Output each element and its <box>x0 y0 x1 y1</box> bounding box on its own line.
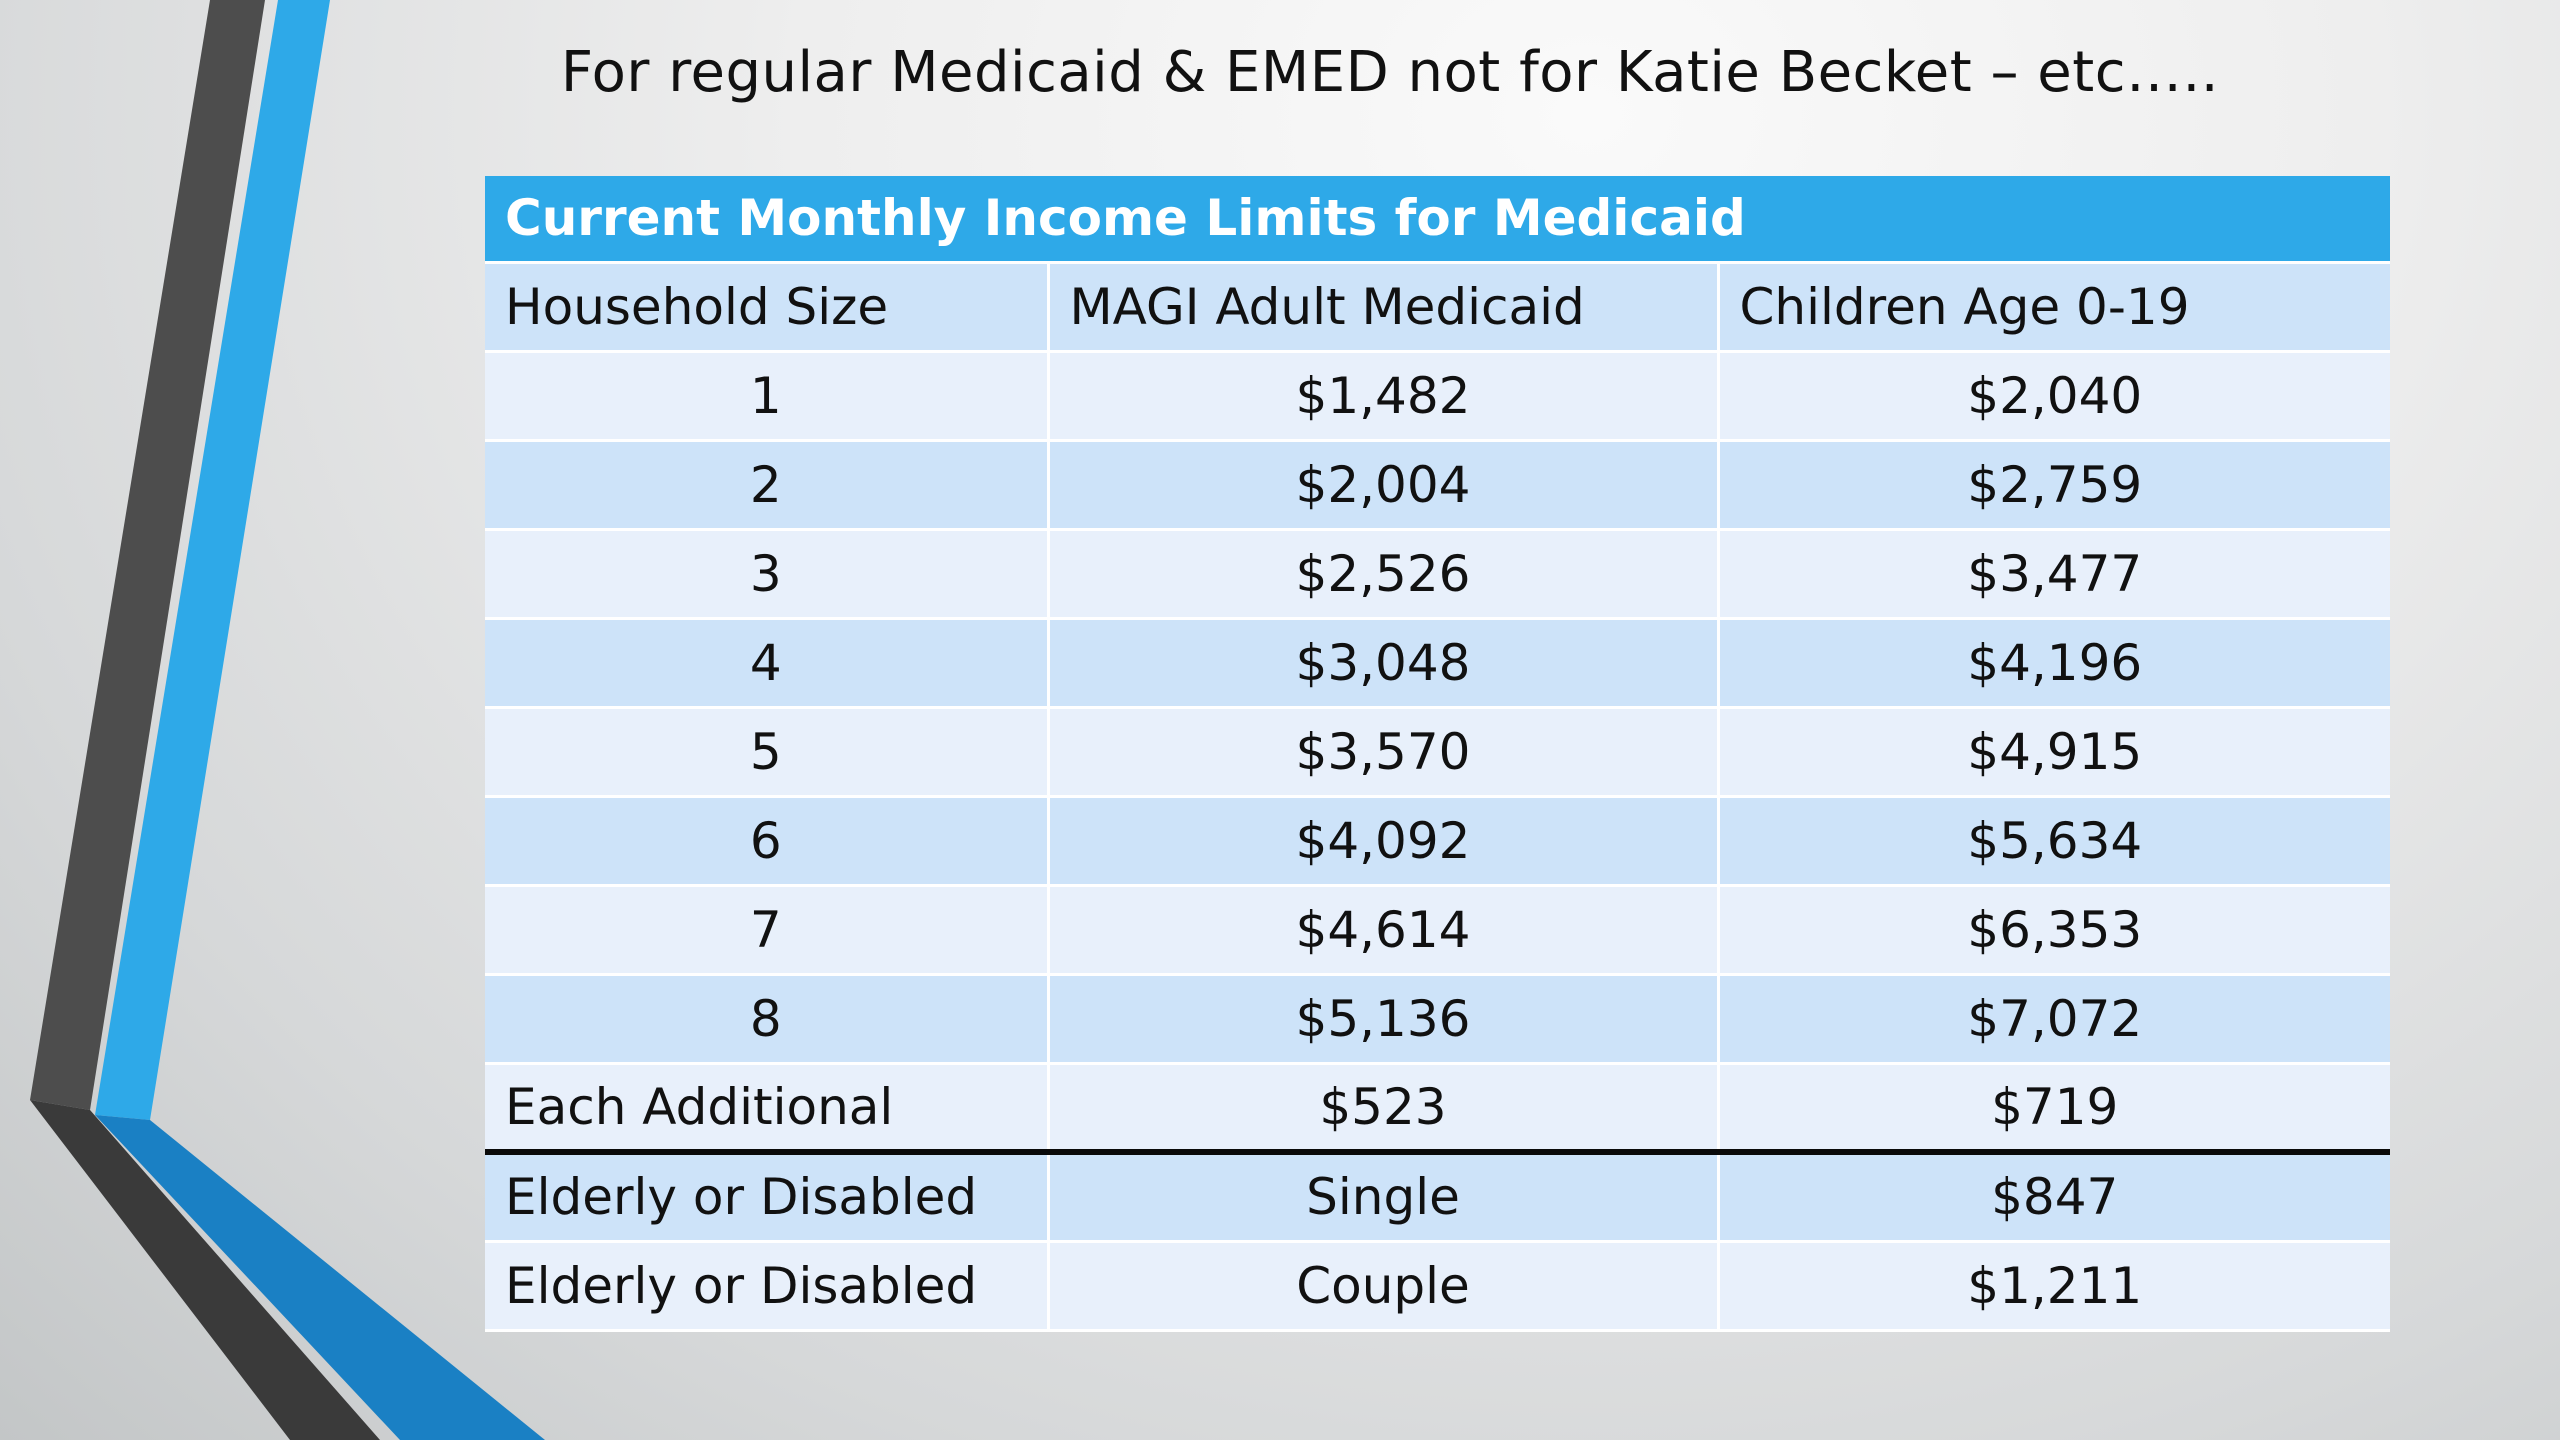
elderly-category-cell: Elderly or Disabled <box>485 1149 1050 1243</box>
household-size-cell: 7 <box>485 885 1050 976</box>
table-row: 5 $3,570 $4,915 <box>485 707 2390 798</box>
children-cell: $3,477 <box>1718 529 2390 620</box>
children-cell: $6,353 <box>1718 885 2390 976</box>
elderly-category-cell: Elderly or Disabled <box>485 1241 1050 1332</box>
table-row: 2 $2,004 $2,759 <box>485 440 2390 531</box>
blue-stripe-upper <box>95 0 330 1120</box>
household-size-cell: 2 <box>485 440 1050 531</box>
magi-adult-cell: $523 <box>1048 1063 1720 1154</box>
magi-adult-cell: $3,048 <box>1048 618 1720 709</box>
dark-stripe-lower <box>30 1100 380 1440</box>
magi-adult-cell: $4,092 <box>1048 796 1720 887</box>
household-size-cell: 8 <box>485 974 1050 1065</box>
children-cell: $719 <box>1718 1063 2390 1154</box>
table-row: Each Additional $523 $719 <box>485 1063 2390 1154</box>
elderly-row-couple: Elderly or Disabled Couple $1,211 <box>485 1241 2390 1332</box>
column-header-children: Children Age 0-19 <box>1718 262 2390 353</box>
table-row: 6 $4,092 $5,634 <box>485 796 2390 887</box>
table-row: 8 $5,136 $7,072 <box>485 974 2390 1065</box>
column-header-household-size: Household Size <box>485 262 1050 353</box>
elderly-limit-cell: $847 <box>1718 1149 2390 1243</box>
elderly-type-cell: Single <box>1048 1149 1720 1243</box>
household-size-cell: Each Additional <box>485 1063 1050 1154</box>
household-size-cell: 6 <box>485 796 1050 887</box>
table-row: 7 $4,614 $6,353 <box>485 885 2390 976</box>
children-cell: $2,040 <box>1718 351 2390 442</box>
magi-adult-cell: $4,614 <box>1048 885 1720 976</box>
blue-stripe-lower <box>95 1115 545 1440</box>
magi-adult-cell: $1,482 <box>1048 351 1720 442</box>
table-row: 4 $3,048 $4,196 <box>485 618 2390 709</box>
elderly-type-cell: Couple <box>1048 1241 1720 1332</box>
slide-title: For regular Medicaid & EMED not for Kati… <box>560 40 2220 105</box>
household-size-cell: 3 <box>485 529 1050 620</box>
table-header-row: Household Size MAGI Adult Medicaid Child… <box>485 262 2390 353</box>
household-size-cell: 1 <box>485 351 1050 442</box>
elderly-row-single: Elderly or Disabled Single $847 <box>485 1149 2390 1243</box>
table-banner: Current Monthly Income Limits for Medica… <box>485 176 2390 264</box>
magi-adult-cell: $5,136 <box>1048 974 1720 1065</box>
children-cell: $5,634 <box>1718 796 2390 887</box>
table-banner-row: Current Monthly Income Limits for Medica… <box>485 176 2390 264</box>
column-header-magi-adult: MAGI Adult Medicaid <box>1048 262 1720 353</box>
children-cell: $4,915 <box>1718 707 2390 798</box>
dark-stripe-upper <box>30 0 265 1110</box>
magi-adult-cell: $2,004 <box>1048 440 1720 531</box>
household-size-cell: 4 <box>485 618 1050 709</box>
children-cell: $7,072 <box>1718 974 2390 1065</box>
magi-adult-cell: $3,570 <box>1048 707 1720 798</box>
children-cell: $2,759 <box>1718 440 2390 531</box>
table-row: 3 $2,526 $3,477 <box>485 529 2390 620</box>
elderly-limit-cell: $1,211 <box>1718 1241 2390 1332</box>
table-row: 1 $1,482 $2,040 <box>485 351 2390 442</box>
children-cell: $4,196 <box>1718 618 2390 709</box>
magi-adult-cell: $2,526 <box>1048 529 1720 620</box>
household-size-cell: 5 <box>485 707 1050 798</box>
income-limits-table: Current Monthly Income Limits for Medica… <box>485 176 2390 1332</box>
